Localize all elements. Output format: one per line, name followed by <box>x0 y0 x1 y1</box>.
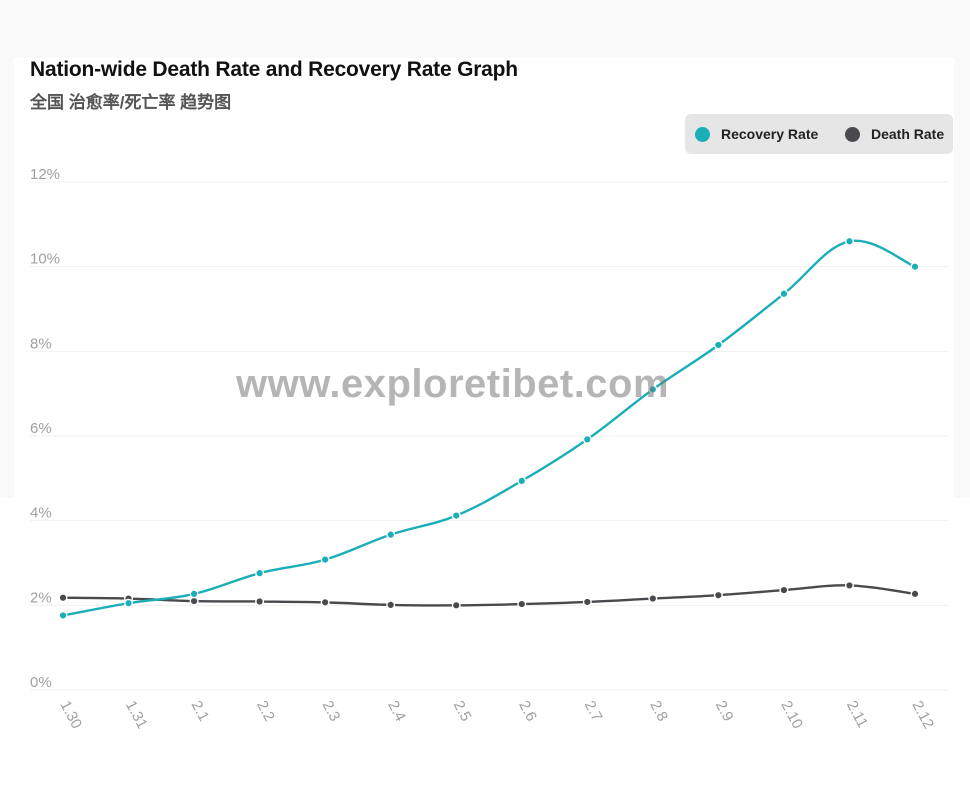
y-tick-label: 0% <box>30 674 52 691</box>
death-point[interactable] <box>451 600 461 610</box>
x-tick-label: 1.31 <box>122 698 151 732</box>
death-point[interactable] <box>844 580 854 590</box>
chart-legend: Recovery Rate Death Rate <box>685 114 953 154</box>
recovery-point[interactable] <box>451 511 461 521</box>
death-point[interactable] <box>648 594 658 604</box>
death-point[interactable] <box>320 597 330 607</box>
y-tick-label: 12% <box>30 166 60 183</box>
x-tick-label: 2.7 <box>581 698 606 724</box>
recovery-line <box>61 239 917 617</box>
x-tick-label: 2.10 <box>777 698 806 732</box>
top-band <box>0 0 970 58</box>
legend-item-recovery[interactable]: Recovery Rate <box>695 114 818 154</box>
y-tick-label: 6% <box>30 420 52 437</box>
x-tick-label: 1.30 <box>56 698 85 732</box>
left-band <box>0 58 14 498</box>
series-recovery <box>58 236 920 620</box>
recovery-point[interactable] <box>58 610 68 620</box>
recovery-point[interactable] <box>779 289 789 299</box>
y-tick-label: 10% <box>30 251 60 268</box>
death-point[interactable] <box>779 585 789 595</box>
grid-layer <box>30 181 948 691</box>
chart-subtitle: 全国 治愈率/死亡率 趋势图 <box>30 93 232 112</box>
x-tick-label: 2.4 <box>384 698 409 724</box>
y-tick-label: 8% <box>30 335 52 352</box>
legend-label-death: Death Rate <box>871 126 945 142</box>
recovery-point[interactable] <box>320 555 330 565</box>
recovery-point[interactable] <box>582 434 592 444</box>
death-point[interactable] <box>386 600 396 610</box>
y-tick-label: 2% <box>30 589 52 606</box>
death-point[interactable] <box>582 597 592 607</box>
death-dot-icon <box>845 126 860 142</box>
recovery-point[interactable] <box>648 384 658 394</box>
legend-item-death[interactable]: Death Rate <box>845 114 944 154</box>
recovery-point[interactable] <box>124 598 134 608</box>
x-tick-label: 2.3 <box>319 698 344 724</box>
x-tick-label: 2.12 <box>908 698 937 732</box>
legend-label-recovery: Recovery Rate <box>721 126 819 142</box>
x-tick-label: 2.2 <box>253 698 278 724</box>
y-axis-ticks: 0% 2% 4% 6% 8% 10% 12% <box>30 166 60 691</box>
x-tick-label: 2.8 <box>646 698 671 724</box>
chart-title: Nation-wide Death Rate and Recovery Rate… <box>30 58 518 81</box>
death-point[interactable] <box>255 597 265 607</box>
recovery-point[interactable] <box>386 530 396 540</box>
recovery-point[interactable] <box>189 589 199 599</box>
watermark-text: www.exploretibet.com <box>236 362 670 406</box>
recovery-point[interactable] <box>844 236 854 246</box>
recovery-point[interactable] <box>910 262 920 272</box>
x-tick-label: 2.6 <box>515 698 540 724</box>
death-point[interactable] <box>189 596 199 606</box>
x-tick-label: 2.5 <box>450 698 475 724</box>
recovery-point[interactable] <box>713 340 723 350</box>
series-layer <box>58 236 920 620</box>
recovery-point[interactable] <box>255 568 265 578</box>
recovery-point[interactable] <box>517 476 527 486</box>
right-band <box>954 58 970 498</box>
x-axis-ticks: 1.30 1.31 2.1 2.2 2.3 2.4 2.5 2.6 2.7 2.8 2.9 2.10 2… <box>56 698 937 732</box>
x-tick-label: 2.1 <box>188 698 213 724</box>
death-point[interactable] <box>517 599 527 609</box>
death-point[interactable] <box>910 589 920 599</box>
death-point[interactable] <box>713 590 723 600</box>
death-point[interactable] <box>58 593 68 603</box>
death-line <box>61 584 917 607</box>
x-tick-label: 2.9 <box>712 698 737 724</box>
series-death <box>58 580 920 610</box>
y-tick-label: 4% <box>30 505 52 522</box>
x-tick-label: 2.11 <box>843 698 871 731</box>
recovery-dot-icon <box>695 126 710 142</box>
